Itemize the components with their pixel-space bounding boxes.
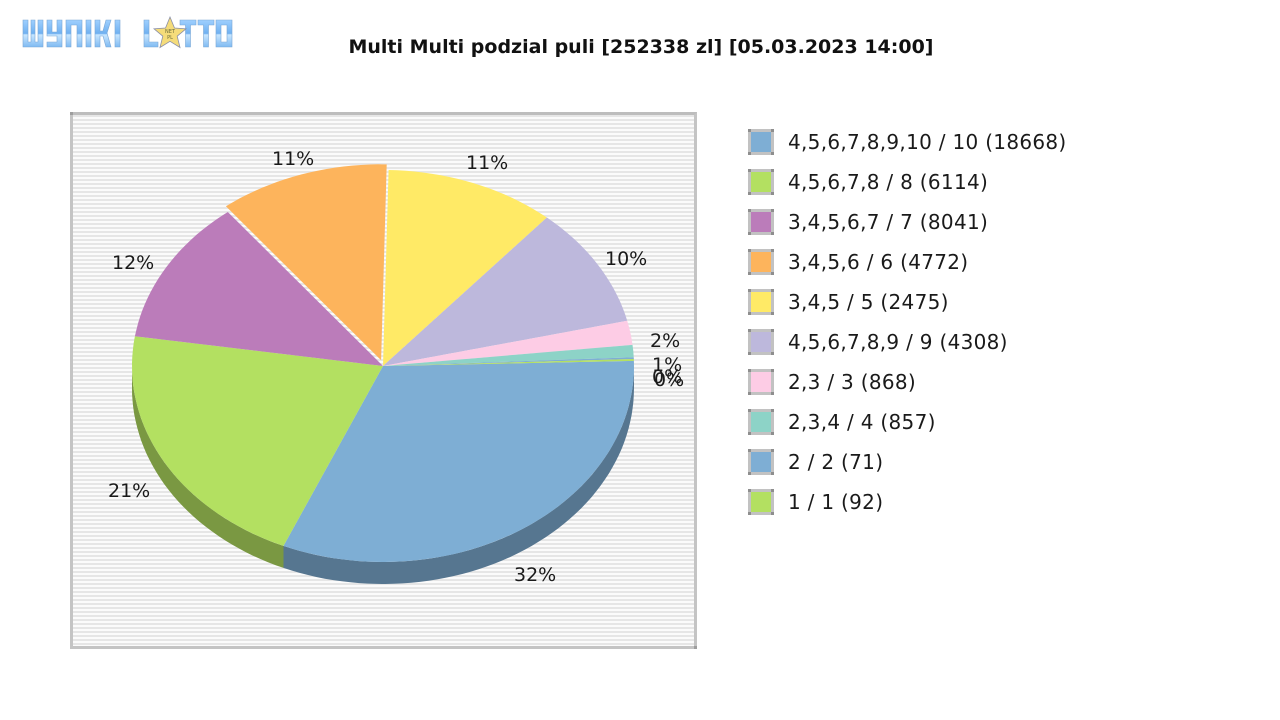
- pie-slice: [383, 320, 633, 366]
- legend-item: 3,4,5 / 5 (2475): [748, 282, 1067, 322]
- pie-slice: [383, 170, 547, 366]
- legend-label: 3,4,5,6,7 / 7 (8041): [788, 210, 989, 234]
- svg-text:NET: NET: [165, 29, 176, 35]
- slice-label-teal: 1%: [652, 354, 683, 376]
- legend-swatch: [748, 369, 774, 395]
- legend-swatch: [748, 329, 774, 355]
- legend-item: 2,3,4 / 4 (857): [748, 402, 1067, 442]
- pie-slice: [383, 359, 634, 366]
- pie-slice: [225, 164, 387, 361]
- pie-slice-side: [132, 366, 284, 568]
- legend-label: 4,5,6,7,8,9 / 9 (4308): [788, 330, 1008, 354]
- legend-swatch: [748, 249, 774, 275]
- legend-label: 1 / 1 (92): [788, 490, 884, 514]
- legend-item: 2 / 2 (71): [748, 442, 1067, 482]
- legend-label: 4,5,6,7,8,9,10 / 10 (18668): [788, 130, 1067, 154]
- slice-label-zero-b: 0%: [654, 369, 685, 391]
- legend-swatch: [748, 449, 774, 475]
- pie-slice: [383, 217, 628, 366]
- legend-item: 2,3 / 3 (868): [748, 362, 1067, 402]
- legend-label: 2,3 / 3 (868): [788, 370, 917, 394]
- slice-label-zero-a: 0%: [652, 366, 683, 388]
- legend-item: 3,4,5,6,7 / 7 (8041): [748, 202, 1067, 242]
- slice-label-yellow: 11%: [466, 152, 509, 174]
- legend-swatch: [748, 169, 774, 195]
- slice-label-purple: 12%: [112, 252, 155, 274]
- pie-slice: [134, 212, 383, 366]
- star-icon: NET PL: [152, 15, 188, 49]
- legend-label: 3,4,5 / 5 (2475): [788, 290, 949, 314]
- legend-swatch: [748, 489, 774, 515]
- pie-slice: [132, 336, 383, 546]
- legend-item: 4,5,6,7,8,9,10 / 10 (18668): [748, 122, 1067, 162]
- slice-label-green: 21%: [108, 480, 151, 502]
- svg-text:PL: PL: [167, 35, 173, 41]
- legend-swatch: [748, 129, 774, 155]
- site-logo[interactable]: NET PL: [20, 12, 242, 58]
- legend-item: 1 / 1 (92): [748, 482, 1067, 522]
- pie-slice: [383, 344, 634, 366]
- legend-swatch: [748, 209, 774, 235]
- pie-slice-side: [283, 366, 634, 584]
- logo-graphic: NET PL: [22, 15, 233, 49]
- legend-item: 4,5,6,7,8 / 8 (6114): [748, 162, 1067, 202]
- legend-label: 3,4,5,6 / 6 (4772): [788, 250, 969, 274]
- legend-label: 4,5,6,7,8 / 8 (6114): [788, 170, 989, 194]
- slice-label-pink: 2%: [650, 330, 681, 352]
- pie-slice: [283, 360, 634, 562]
- chart-title: Multi Multi podzial puli [252338 zl] [05…: [348, 36, 934, 58]
- legend-item: 4,5,6,7,8,9 / 9 (4308): [748, 322, 1067, 362]
- slice-label-lavender: 10%: [605, 248, 648, 270]
- legend-item: 3,4,5,6 / 6 (4772): [748, 242, 1067, 282]
- pie-slice: [383, 357, 634, 366]
- legend-label: 2 / 2 (71): [788, 450, 884, 474]
- legend-label: 2,3,4 / 4 (857): [788, 410, 936, 434]
- legend-swatch: [748, 289, 774, 315]
- chart-legend: 4,5,6,7,8,9,10 / 10 (18668) 4,5,6,7,8 / …: [748, 122, 1067, 522]
- legend-swatch: [748, 409, 774, 435]
- slice-label-blue: 32%: [514, 564, 557, 586]
- slice-label-orange: 11%: [272, 148, 315, 170]
